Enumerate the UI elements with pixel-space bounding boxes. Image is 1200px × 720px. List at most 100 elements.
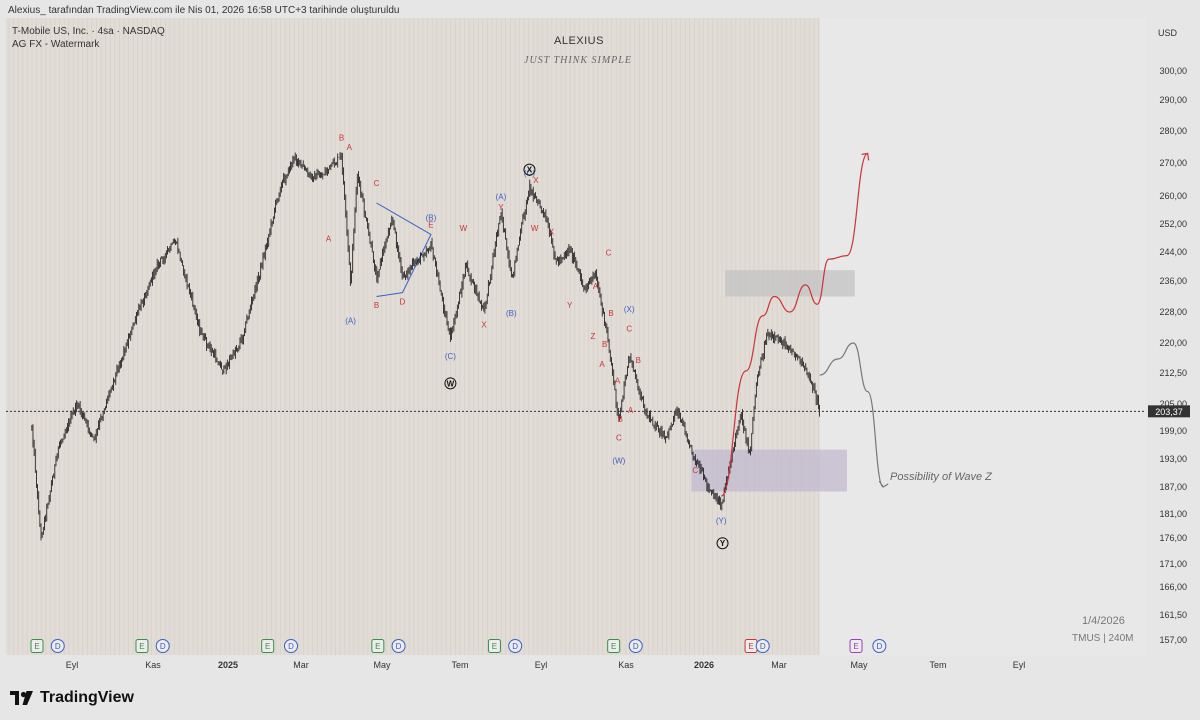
- y-tick-label: 166,00: [1159, 582, 1187, 592]
- wave-label: (W): [612, 457, 625, 466]
- wave-label: Z: [591, 332, 596, 341]
- svg-text:D: D: [160, 642, 166, 651]
- y-tick-label: 161,50: [1159, 610, 1187, 620]
- x-tick-label: May: [373, 660, 391, 670]
- svg-text:Y: Y: [720, 539, 726, 548]
- wave-label: B: [636, 356, 641, 365]
- wave-label: A: [347, 143, 353, 152]
- svg-text:X: X: [527, 166, 533, 175]
- tradingview-logo[interactable]: TradingView: [10, 688, 134, 708]
- svg-text:D: D: [55, 642, 61, 651]
- projection-up-path: [720, 152, 869, 497]
- svg-text:E: E: [265, 642, 270, 651]
- wave-label: E: [428, 221, 433, 230]
- tradingview-icon: [10, 691, 33, 705]
- wave-label: B: [374, 301, 379, 310]
- y-tick-label: 300,00: [1159, 66, 1187, 76]
- svg-text:D: D: [288, 642, 294, 651]
- wave-z-annotation: Possibility of Wave Z: [890, 471, 992, 483]
- wave-label: (C): [524, 169, 535, 178]
- x-tick-label: Kas: [145, 660, 161, 670]
- svg-text:E: E: [748, 642, 753, 651]
- y-tick-label: 244,00: [1159, 247, 1187, 257]
- x-tick-label: May: [850, 660, 868, 670]
- wave-label: C: [606, 249, 612, 258]
- y-tick-label: 260,00: [1159, 191, 1187, 201]
- wave-label: C: [692, 466, 698, 475]
- candlesticks: [31, 152, 820, 541]
- y-tick-label: 187,00: [1159, 482, 1187, 492]
- event-marker-d: D: [628, 639, 643, 653]
- current-price-tag: 203,37: [1148, 405, 1190, 418]
- wave-label: X: [549, 228, 555, 237]
- y-tick-label: 270,00: [1159, 158, 1187, 168]
- event-marker-e: E: [849, 639, 863, 653]
- event-marker-d: D: [284, 639, 299, 653]
- wave-label: W: [460, 224, 468, 233]
- x-tick-label: Eyl: [535, 660, 548, 670]
- x-tick-label: Kas: [618, 660, 634, 670]
- projections: [720, 152, 889, 497]
- x-tick-label: 2025: [218, 660, 238, 670]
- event-marker-d: D: [155, 639, 170, 653]
- wave-label: A: [326, 235, 332, 244]
- circled-wave-label: X: [523, 163, 536, 176]
- x-tick-label: Mar: [771, 660, 787, 670]
- x-tick-label: Tem: [929, 660, 946, 670]
- author-line: Alexius_ tarafından TradingView.com ile …: [8, 5, 400, 16]
- circled-wave-label: W: [444, 377, 457, 390]
- svg-text:E: E: [34, 642, 39, 651]
- event-marker-e: E: [135, 639, 149, 653]
- svg-text:D: D: [760, 642, 766, 651]
- currency-label[interactable]: USD: [1158, 28, 1178, 38]
- x-tick-label: Mar: [293, 660, 309, 670]
- svg-text:E: E: [853, 642, 858, 651]
- x-tick-label: Tem: [451, 660, 468, 670]
- price-axis[interactable]: 300,00 290,00 280,00 270,00 260,00 252,00 244,…: [1146, 18, 1200, 655]
- wave-label: Y: [567, 301, 573, 310]
- y-tick-label: 171,00: [1159, 559, 1187, 569]
- event-marker-e: E: [607, 639, 621, 653]
- wave-label: A: [593, 282, 599, 291]
- wave-label: D: [400, 297, 406, 306]
- y-tick-label: 212,50: [1159, 368, 1187, 378]
- watermark-subtitle: JUST THINK SIMPLE: [524, 55, 632, 66]
- x-tick-label: Eyl: [66, 660, 79, 670]
- price-tag-text: 203,37: [1155, 407, 1183, 417]
- y-tick-label: 157,00: [1159, 635, 1187, 645]
- wave-label: A: [599, 360, 605, 369]
- event-marker-e: E: [487, 639, 501, 653]
- y-tick-label: 181,00: [1159, 509, 1187, 519]
- y-tick-label: 199,00: [1159, 426, 1187, 436]
- svg-text:D: D: [633, 642, 639, 651]
- indicator-line[interactable]: AG FX - Watermark: [12, 39, 100, 50]
- vertical-grid: [8, 18, 819, 655]
- event-marker-e: E: [744, 639, 758, 653]
- x-tick-label: Eyl: [1013, 660, 1026, 670]
- wave-label: C: [616, 433, 622, 442]
- zone-resistance: [725, 270, 855, 297]
- wave-label: (X): [624, 305, 635, 314]
- watermark-title: ALEXIUS: [554, 35, 604, 47]
- wave-label: C: [374, 179, 380, 188]
- wave-label: A: [615, 376, 621, 385]
- brand-name: TradingView: [40, 689, 134, 706]
- y-tick-label: 280,00: [1159, 126, 1187, 136]
- projection-up-arrow: [861, 152, 870, 161]
- circled-wave-labels: W X Y: [444, 163, 729, 550]
- time-axis[interactable]: Eyl Kas 2025 Mar May Tem Eyl Kas 2026 Mar May Tem Ey…: [66, 660, 1026, 670]
- price-zones: [691, 270, 855, 492]
- y-tick-label: 236,00: [1159, 276, 1187, 286]
- history-shaded-area: [6, 18, 820, 655]
- svg-text:D: D: [876, 642, 882, 651]
- projection-wave-z-arrow: [878, 480, 889, 488]
- symbol-line[interactable]: T-Mobile US, Inc. · 4sa · NASDAQ: [12, 26, 165, 37]
- event-marker-e: E: [30, 639, 44, 653]
- svg-text:W: W: [447, 379, 455, 388]
- x-tick-label: 2026: [694, 660, 714, 670]
- svg-text:E: E: [375, 642, 380, 651]
- wave-label: B: [608, 309, 613, 318]
